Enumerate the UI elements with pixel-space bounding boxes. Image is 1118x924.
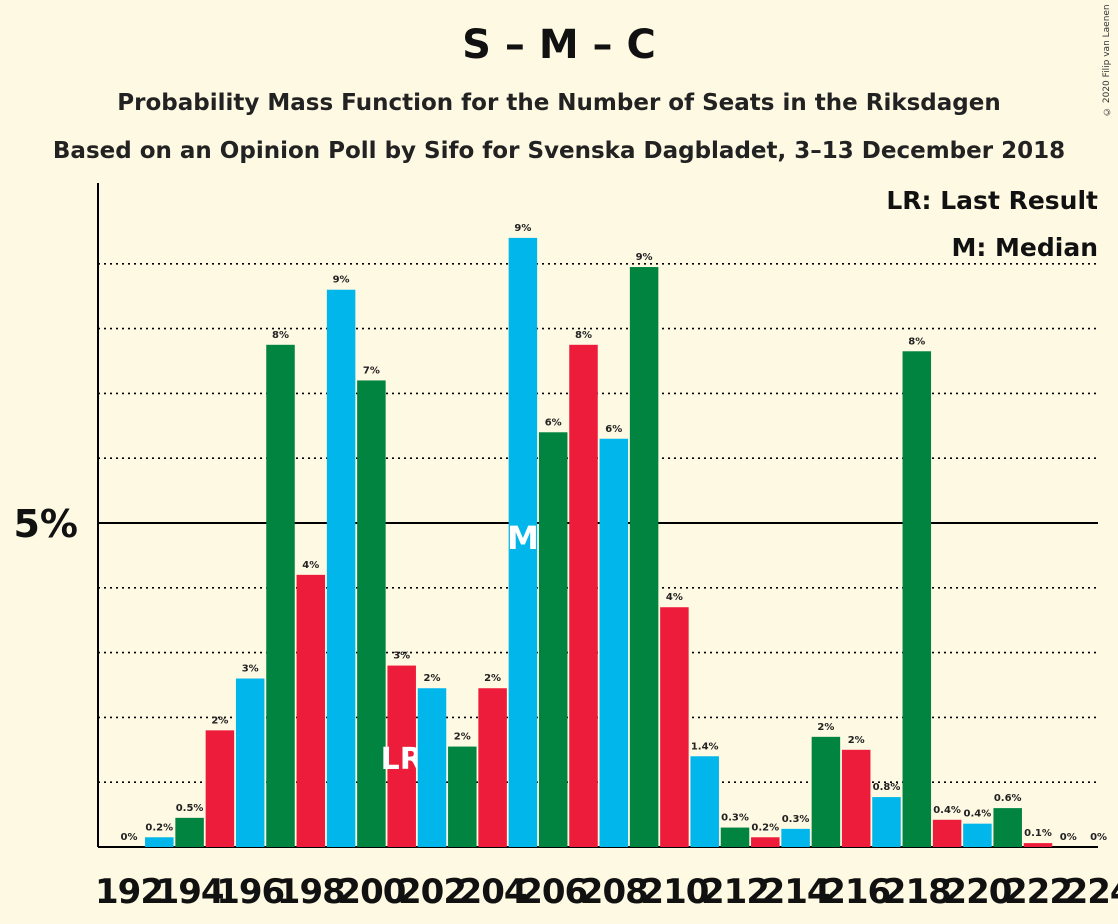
bar xyxy=(841,749,871,847)
x-tick-label: 222 xyxy=(1004,872,1072,912)
last-result-marker: LR xyxy=(381,742,423,777)
data-label: 8% xyxy=(908,336,925,347)
bar xyxy=(720,827,750,847)
y-tick-label: 5% xyxy=(13,502,78,546)
data-label: 0% xyxy=(1060,832,1077,843)
data-label: 0.2% xyxy=(751,822,779,833)
data-label: 0.2% xyxy=(145,822,173,833)
bar xyxy=(599,438,629,847)
bar xyxy=(538,432,568,847)
x-tick-label: 196 xyxy=(216,872,284,912)
bar xyxy=(629,267,659,847)
bar xyxy=(478,688,507,847)
data-label: 8% xyxy=(575,330,592,341)
bar xyxy=(932,819,962,847)
x-tick-label: 202 xyxy=(398,872,466,912)
legend-last-result: LR: Last Result xyxy=(886,186,1098,215)
bar xyxy=(993,808,1022,847)
bar xyxy=(357,380,386,847)
bar xyxy=(387,665,416,847)
bar xyxy=(266,344,295,847)
data-label: 2% xyxy=(848,735,865,746)
data-label: 6% xyxy=(605,424,622,435)
data-label: 0.1% xyxy=(1024,828,1052,839)
data-label: 4% xyxy=(666,592,683,603)
data-label: 1.4% xyxy=(691,741,719,752)
x-tick-label: 192 xyxy=(95,872,163,912)
data-label: 0% xyxy=(1090,832,1107,843)
data-label: 2% xyxy=(211,715,228,726)
data-label: 0.4% xyxy=(933,805,961,816)
x-tick-label: 204 xyxy=(459,872,527,912)
bar xyxy=(660,607,689,847)
legend-median: M: Median xyxy=(951,233,1098,262)
data-label: 0.6% xyxy=(994,793,1022,804)
data-label: 2% xyxy=(484,673,501,684)
x-tick-label: 212 xyxy=(701,872,769,912)
data-label: 2% xyxy=(424,673,441,684)
data-label: 4% xyxy=(302,560,319,571)
data-label: 3% xyxy=(393,651,410,662)
x-tick-label: 216 xyxy=(822,872,890,912)
data-label: 0% xyxy=(121,832,138,843)
data-label: 9% xyxy=(333,275,350,286)
x-tick-label: 208 xyxy=(580,872,648,912)
data-label: 0.4% xyxy=(964,809,992,820)
x-tick-label: 218 xyxy=(883,872,951,912)
median-marker: M xyxy=(507,519,539,557)
bar xyxy=(296,574,326,847)
data-label: 9% xyxy=(514,223,531,234)
chart-subtitle: Probability Mass Function for the Number… xyxy=(117,90,1001,116)
x-tick-label: 220 xyxy=(943,872,1011,912)
bar xyxy=(205,730,235,847)
data-label: 7% xyxy=(363,365,380,376)
data-label: 6% xyxy=(545,417,562,428)
x-tick-label: 198 xyxy=(277,872,345,912)
x-tick-label: 214 xyxy=(762,872,830,912)
bar xyxy=(902,351,932,847)
bar xyxy=(569,344,598,847)
chart-source: Based on an Opinion Poll by Sifo for Sve… xyxy=(52,138,1066,164)
x-tick-label: 206 xyxy=(519,872,587,912)
bar xyxy=(751,837,780,847)
bar xyxy=(417,688,447,847)
bar xyxy=(508,237,538,847)
x-tick-label: 210 xyxy=(640,872,708,912)
data-label: 3% xyxy=(242,664,259,675)
bar xyxy=(145,837,174,847)
bar xyxy=(690,756,719,847)
data-label: 0.5% xyxy=(176,803,204,814)
data-label: 8% xyxy=(272,330,289,341)
bar xyxy=(781,828,810,847)
bar xyxy=(872,797,901,847)
data-label: 0.3% xyxy=(721,813,749,824)
data-label: 0.8% xyxy=(873,782,901,793)
bar xyxy=(963,823,992,847)
x-tick-label: 224 xyxy=(1065,872,1118,912)
bar xyxy=(175,817,204,847)
data-label: 2% xyxy=(454,732,471,743)
data-label: 2% xyxy=(817,722,834,733)
chart-title: S – M – C xyxy=(462,22,656,68)
bar xyxy=(326,289,356,848)
data-label: 9% xyxy=(636,252,653,263)
bar xyxy=(235,678,265,847)
bar xyxy=(1023,843,1053,847)
x-tick-label: 194 xyxy=(156,872,224,912)
data-label: 0.3% xyxy=(782,814,810,825)
bar xyxy=(811,736,841,847)
bar xyxy=(448,746,477,847)
x-tick-label: 200 xyxy=(337,872,405,912)
